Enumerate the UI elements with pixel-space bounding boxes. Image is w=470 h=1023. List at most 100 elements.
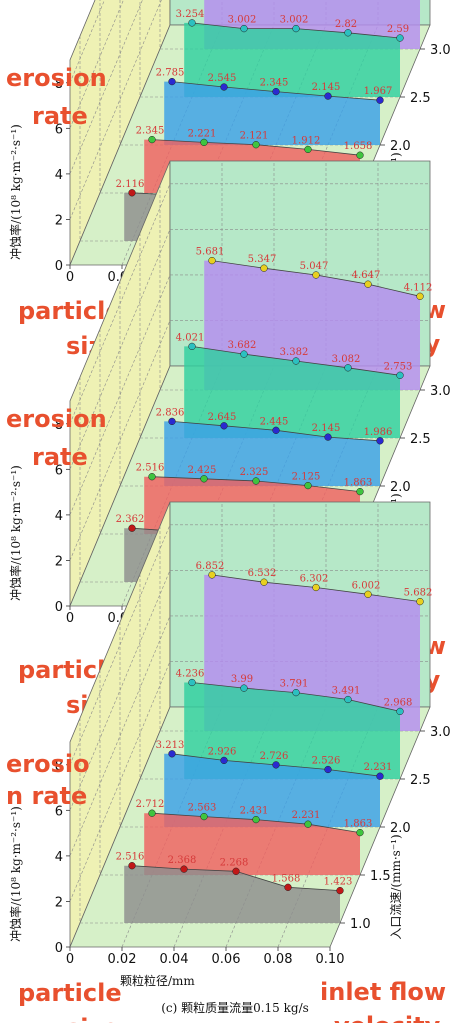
data-point (272, 87, 280, 96)
data-label: 3.791 (280, 679, 309, 690)
data-point (304, 820, 312, 828)
y-gridline (69, 615, 430, 857)
data-label: 2.545 (208, 73, 237, 84)
y-tick-label: 6 (55, 122, 63, 137)
data-point (292, 688, 300, 697)
data-label: 2.121 (240, 131, 269, 142)
annotation-erosion-rate-line1: erosio (6, 750, 90, 778)
data-label: 5.047 (300, 261, 329, 272)
x-tick-label: 0.10 (316, 952, 345, 967)
data-point (356, 828, 364, 837)
annotation-particle-size-line2: size (66, 1014, 119, 1023)
data-label: 1.912 (292, 135, 321, 146)
data-label: 3.002 (280, 15, 309, 26)
data-point (376, 437, 384, 445)
data-label: 2.325 (240, 467, 269, 478)
data-label: 2.268 (220, 857, 249, 868)
x-tick-label: 0.04 (160, 952, 189, 967)
data-point (240, 24, 248, 33)
data-label: 2.516 (116, 852, 145, 863)
data-label: 2.82 (335, 19, 357, 30)
data-point (188, 19, 196, 27)
y-gridline (69, 229, 430, 470)
data-point (240, 350, 248, 358)
data-point (148, 473, 156, 481)
data-label: 5.347 (248, 254, 277, 265)
series-area-1 (124, 865, 340, 923)
data-label: 2.145 (312, 423, 341, 434)
y-tick-label: 0 (55, 600, 63, 615)
data-label: 3.99 (231, 674, 253, 685)
annotation-erosion-rate-line2: rate (32, 443, 88, 471)
y-tick-label: 8 (55, 77, 63, 92)
data-point (188, 678, 196, 687)
annotation-erosion-rate-line2: rate (32, 102, 88, 130)
data-label: 5.682 (404, 588, 433, 599)
data-label: 2.59 (387, 24, 409, 35)
data-point (304, 481, 312, 490)
data-point (312, 271, 320, 279)
annotation-inlet-flow-line2: velocity (334, 1012, 441, 1023)
y-tick-label: 6 (55, 804, 63, 819)
annotation-inlet-flow-line1: inlet flow (320, 978, 446, 1006)
z-gridline (119, 281, 380, 487)
z-gridline (119, 622, 380, 828)
data-label: 6.532 (248, 568, 277, 579)
data-point (148, 135, 156, 144)
data-label: 2.368 (168, 855, 197, 866)
data-label: 2.526 (312, 755, 341, 766)
data-label: 2.926 (208, 746, 237, 757)
data-label: 1.658 (344, 141, 373, 152)
z-tick-label: 3.0 (430, 43, 451, 58)
data-point (168, 77, 176, 86)
data-point (416, 597, 424, 606)
data-point (220, 756, 228, 765)
data-point (252, 815, 260, 824)
data-point (260, 578, 268, 586)
y-gridline (69, 274, 430, 516)
x-tick-label: 0 (66, 270, 74, 285)
y-tick-label: 8 (55, 759, 63, 774)
z-gridline (159, 0, 420, 50)
z-gridline (139, 0, 400, 98)
data-point (356, 487, 364, 496)
y-gridline (69, 570, 430, 811)
data-point (292, 24, 300, 33)
z-tick-label: 2.0 (390, 139, 411, 154)
z-gridline (139, 233, 400, 439)
z-gridline (139, 574, 400, 780)
data-label: 2.445 (260, 416, 289, 427)
x-axis-title: 颗粒粒径/mm (120, 973, 195, 988)
x-tick-label: 0.02 (108, 952, 137, 967)
data-point (324, 433, 332, 441)
data-point (304, 145, 312, 154)
z-tick-label: 2.0 (390, 480, 411, 495)
annotation-erosion-rate-line2: n rate (6, 782, 87, 810)
z-gridline (159, 526, 420, 732)
data-label: 2.516 (136, 463, 165, 474)
data-label: 3.491 (332, 685, 361, 696)
data-point (200, 138, 208, 147)
y-tick-label: 0 (55, 941, 63, 956)
data-label: 3.682 (228, 340, 257, 351)
z-tick-label: 2.5 (410, 432, 431, 447)
data-label: 2.431 (240, 806, 269, 817)
data-label: 3.254 (176, 9, 205, 20)
data-point (396, 34, 404, 42)
data-label: 6.002 (352, 580, 381, 591)
data-label: 4.647 (352, 270, 381, 281)
data-label: 2.345 (136, 126, 165, 137)
data-label: 6.852 (196, 561, 225, 572)
y-gridline (69, 661, 430, 902)
data-label: 1.863 (344, 478, 373, 489)
data-point (344, 695, 352, 704)
z-gridline (99, 0, 360, 194)
y-gridline (69, 0, 162, 220)
data-label: 2.563 (188, 803, 217, 814)
data-label: 2.362 (116, 514, 145, 525)
data-point (260, 264, 268, 272)
data-label: 2.753 (384, 361, 413, 372)
data-label: 2.712 (136, 799, 165, 810)
data-point (364, 590, 372, 598)
